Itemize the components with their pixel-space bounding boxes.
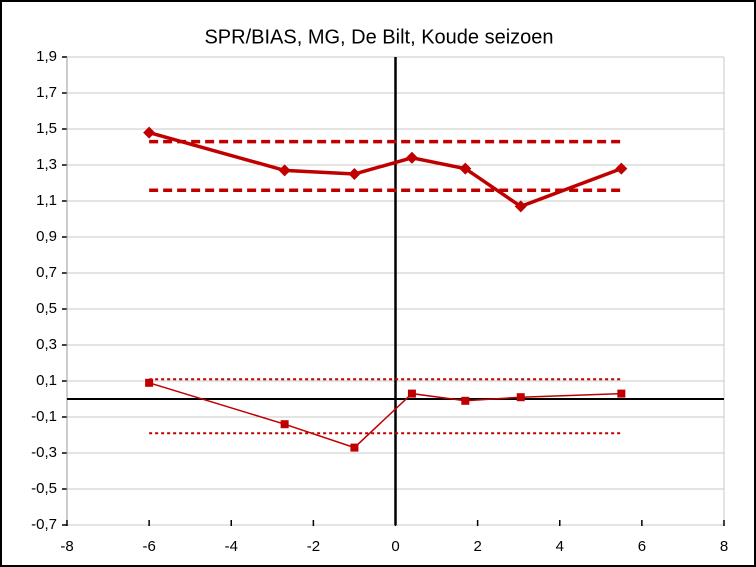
data-point <box>516 393 525 402</box>
y-tick-label: -0,7 <box>31 516 57 533</box>
y-tick-label: 0,3 <box>36 336 57 353</box>
y-tick-label: 1,3 <box>36 156 57 173</box>
x-tick-label: -8 <box>60 538 73 555</box>
data-point <box>350 443 359 452</box>
x-tick-label: 6 <box>638 538 646 555</box>
data-point <box>143 126 156 139</box>
data-point <box>278 164 291 177</box>
y-tick-label: 1,7 <box>36 84 57 101</box>
y-tick-label: 1,9 <box>36 48 57 65</box>
data-point <box>407 389 416 398</box>
data-point <box>280 420 289 429</box>
x-tick-label: 4 <box>556 538 564 555</box>
x-tick-label: -2 <box>307 538 320 555</box>
y-tick-label: -0,3 <box>31 444 57 461</box>
data-point <box>348 168 361 180</box>
y-tick-label: 1,1 <box>36 192 57 209</box>
data-point <box>461 396 470 405</box>
data-point <box>617 389 626 398</box>
data-point <box>514 200 527 213</box>
y-tick-label: -0,5 <box>31 480 57 497</box>
data-point <box>459 162 472 175</box>
data-point <box>615 162 628 175</box>
x-tick-label: 2 <box>473 538 481 555</box>
data-point <box>405 151 418 164</box>
y-tick-label: -0,1 <box>31 408 57 425</box>
data-point <box>145 378 154 387</box>
x-tick-label: -4 <box>225 538 238 555</box>
chart-title: SPR/BIAS, MG, De Bilt, Koude seizoen <box>204 26 553 48</box>
x-tick-label: 8 <box>720 538 728 555</box>
y-tick-label: 1,5 <box>36 120 57 137</box>
y-tick-label: 0,1 <box>36 372 57 389</box>
x-tick-label: -6 <box>142 538 155 555</box>
y-tick-label: 0,5 <box>36 300 57 317</box>
x-tick-label: 0 <box>391 538 399 555</box>
y-tick-label: 0,9 <box>36 228 57 245</box>
y-tick-label: 0,7 <box>36 264 57 281</box>
